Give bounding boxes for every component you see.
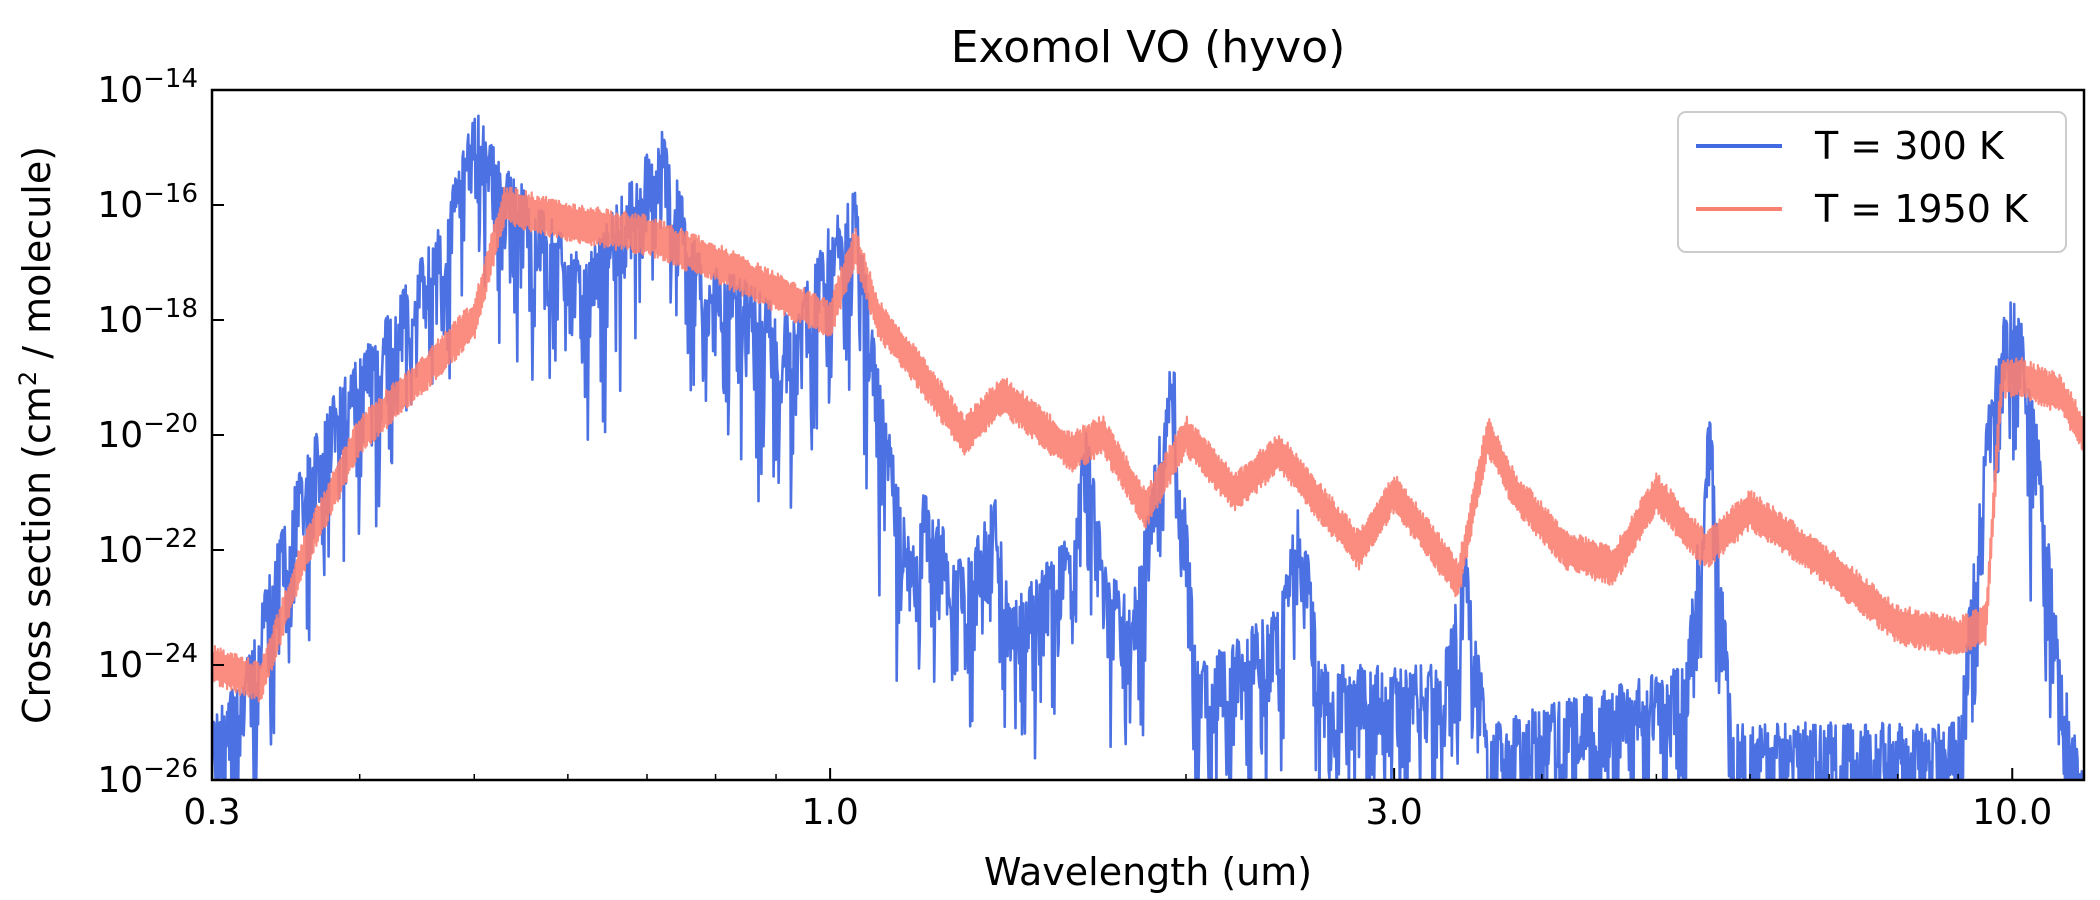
y-axis: 10−26 10−24 10−22 10−20 10−18 10−16 10−14 xyxy=(97,64,224,801)
x-tick-label-3: 10.0 xyxy=(1972,792,2052,833)
legend: T = 300 K T = 1950 K xyxy=(1677,111,2067,253)
y-tick-label-3: 10−20 xyxy=(97,409,198,456)
y-tick-label-4: 10−18 xyxy=(97,294,198,341)
legend-label-300k: T = 300 K xyxy=(1814,124,2005,168)
y-tick-label-6: 10−14 xyxy=(97,64,198,111)
x-axis: 0.3 1.0 3.0 10.0 xyxy=(183,768,2052,833)
legend-label-1950k: T = 1950 K xyxy=(1814,187,2029,231)
y-tick-label-0: 10−26 xyxy=(97,754,198,801)
y-tick-label-2: 10−22 xyxy=(97,524,198,571)
x-tick-label-2: 3.0 xyxy=(1366,792,1423,833)
x-tick-label-0: 0.3 xyxy=(183,792,240,833)
series-line-1 xyxy=(212,186,2084,703)
series-layer xyxy=(212,114,2084,780)
y-tick-label-1: 10−24 xyxy=(97,639,198,686)
y-tick-label-5: 10−16 xyxy=(97,179,198,226)
x-axis-label: Wavelength (um) xyxy=(984,850,1312,894)
y-axis-label: Cross section (cm2 / molecule) xyxy=(14,146,59,724)
x-tick-label-1: 1.0 xyxy=(801,792,858,833)
chart-title: Exomol VO (hyvo) xyxy=(951,22,1346,73)
